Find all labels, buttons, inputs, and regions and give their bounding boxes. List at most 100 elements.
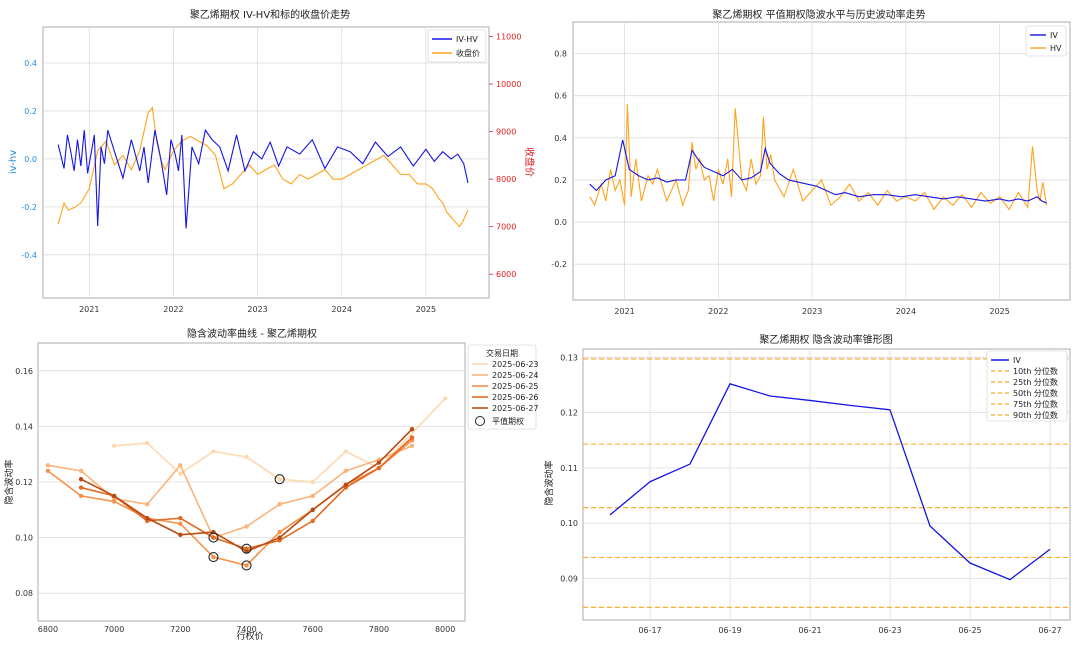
legend-label-2025-06-26: 2025-06-26 [492, 393, 539, 402]
legend-label-90th: 90th 分位数 [1013, 410, 1058, 420]
legend-label-75th: 75th 分位数 [1013, 399, 1058, 409]
series-point [277, 535, 282, 540]
series-point [178, 532, 183, 538]
x-tick-label: 2021 [79, 305, 99, 314]
series-lines [57, 106, 469, 229]
series-point [45, 463, 51, 468]
legend-label-atm: 平值期权 [492, 416, 524, 426]
y-axis-label: 隐含波动率 [543, 460, 555, 505]
iv-smile-chart: 隐含波动率曲线 - 聚乙烯期权 6800 7000 7200 7400 7600 7800… [3, 327, 539, 642]
series-line-iv [589, 139, 1047, 204]
y-tick-label: 0.08 [15, 589, 33, 598]
series-lines [589, 104, 1048, 211]
legend-label-2025-06-27: 2025-06-27 [492, 404, 539, 413]
y2-tick-label: 8000 [496, 175, 516, 184]
legend-label-iv: IV [1013, 356, 1021, 365]
series-point [409, 435, 415, 440]
x-axis-label: 行权价 [236, 630, 263, 642]
y-axis-label: iv-hv [8, 150, 19, 174]
gridlines [38, 370, 465, 594]
series-line-close-price [57, 106, 469, 228]
series-point [442, 396, 448, 401]
series-point [376, 460, 382, 465]
y2-tick-label: 7000 [496, 223, 516, 232]
y2-tick-label: 9000 [496, 128, 516, 137]
series-lines [45, 396, 448, 568]
series-point [145, 440, 150, 446]
y-tick-label: 0.6 [554, 92, 567, 101]
series-line-2025-06-23 [114, 398, 446, 483]
x-tick-label: 8000 [435, 625, 455, 634]
x-tick-label: 2025 [989, 307, 1009, 316]
x-tick-label: 2023 [802, 307, 822, 316]
y-tick-label: 0.10 [15, 534, 33, 543]
y-tick-label: 0.0 [24, 155, 37, 164]
series-point [145, 502, 150, 507]
chart-title: 聚乙烯期权 IV-HV和标的收盘价走势 [190, 8, 350, 21]
legend-label-10th: 10th 分位数 [1013, 366, 1058, 376]
atm-marker [241, 560, 252, 571]
legend-label-iv: IV [1050, 31, 1058, 40]
y-tick-label: 0.12 [15, 478, 33, 487]
series-point [178, 521, 183, 526]
legend-label-2025-06-23: 2025-06-23 [492, 360, 539, 369]
y-tick-label: 0.0 [554, 218, 567, 227]
y-tick-label: 0.8 [554, 50, 567, 59]
iv-hv-chart: 聚乙烯期权 IV-HV和标的收盘价走势 2021 2022 2023 2024 2025… [8, 8, 536, 314]
x-tick-label: 6800 [38, 625, 58, 634]
series-point [277, 529, 282, 535]
x-tick-label: 7800 [369, 625, 389, 634]
y-tick-label: 0.4 [554, 134, 567, 143]
y2-tick-label: 10000 [496, 80, 521, 89]
x-tick-label: 06-27 [1038, 626, 1061, 635]
y-axis-label: 隐含波动率 [3, 459, 15, 504]
chart-title: 聚乙烯期权 平值期权隐波水平与历史波动率走势 [712, 8, 925, 21]
series-point [78, 468, 84, 474]
y-tick-label: 0.13 [560, 353, 578, 362]
series-line-hv [589, 104, 1048, 211]
series-point [178, 471, 183, 476]
legend-label-2025-06-24: 2025-06-24 [492, 371, 539, 380]
series-point [277, 502, 282, 507]
legend: IV HV [1025, 25, 1067, 57]
chart-title: 聚乙烯期权 隐含波动率锥形图 [759, 333, 892, 346]
x-tick-label: 7600 [303, 625, 323, 634]
atm-marker [241, 543, 252, 554]
plot-area [42, 26, 490, 299]
x-tick-label: 7000 [104, 625, 124, 634]
series-point [78, 493, 84, 499]
series-point [145, 515, 150, 521]
x-tick-label: 2022 [163, 305, 183, 314]
y-tick-label: 0.4 [24, 59, 37, 68]
series-point [45, 468, 51, 474]
y-tick-label: -0.2 [551, 260, 567, 269]
x-tick-label: 2024 [332, 305, 352, 314]
y-ticks: -0.2 0.0 0.2 0.4 0.6 0.8 [551, 50, 567, 270]
series-point [111, 443, 117, 449]
x-tick-label: 2021 [614, 307, 634, 316]
gridlines [43, 27, 489, 298]
legend: IV-HV 收盘价 [427, 29, 487, 63]
atm-marker [274, 474, 285, 485]
legend-box [427, 29, 487, 63]
series-point [310, 507, 315, 512]
y2-ticks: 6000 7000 8000 9000 10000 11000 [489, 33, 521, 279]
x-ticks: 6800 7000 7200 7400 7600 7800 8000 [38, 625, 456, 634]
series-point [310, 518, 315, 524]
series-point [277, 477, 282, 482]
x-tick-label: 7400 [236, 625, 256, 634]
x-tick-label: 06-25 [958, 626, 981, 635]
y-tick-label: 0.2 [24, 107, 37, 116]
series-point [343, 449, 349, 454]
legend-label-hv: HV [1050, 44, 1062, 53]
series-point [178, 515, 183, 521]
series-point [78, 485, 84, 490]
series-point [211, 449, 216, 454]
y-ticks: 0.08 0.10 0.12 0.14 0.16 [15, 367, 33, 598]
x-tick-label: 2022 [708, 307, 728, 316]
iv-hv-levels-chart: 聚乙烯期权 平值期权隐波水平与历史波动率走势 2021 2022 2023 2024 2… [551, 8, 1071, 316]
y2-tick-label: 11000 [496, 33, 521, 42]
x-ticks: 2021 2022 2023 2024 2025 [614, 307, 1009, 316]
y-tick-label: -0.4 [21, 251, 37, 260]
